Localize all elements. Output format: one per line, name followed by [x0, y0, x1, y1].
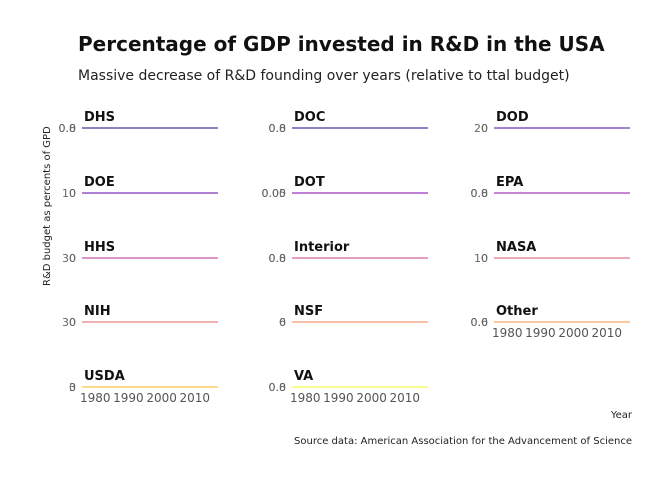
facet-label-dhs: DHS [84, 110, 115, 125]
x-tick-label-va-1990: 1990 [323, 391, 354, 405]
facet-label-nsf: NSF [294, 304, 323, 319]
y-tick-label-doe-1: 0 [69, 187, 76, 200]
y-tick-label-nsf-0: 6 [279, 316, 286, 329]
y-tick-label-interior-1: 0.0 [269, 252, 287, 265]
y-tick-label-interior-0: 0.8 [269, 252, 287, 265]
x-tick-label-usda-1990: 1990 [113, 391, 144, 405]
y-tick-label-doc-0: 0.8 [269, 122, 287, 135]
y-tick-label-usda-0: 3 [69, 381, 76, 394]
x-tick-label-other-2000: 2000 [558, 326, 589, 340]
chart-caption: Source data: American Association for th… [294, 436, 632, 447]
y-tick-label-dhs-1: 0.0 [59, 122, 77, 135]
x-tick-label-usda-1980: 1980 [80, 391, 111, 405]
x-tick-label-usda-2000: 2000 [146, 391, 177, 405]
x-tick-label-other-1980: 1980 [492, 326, 523, 340]
y-tick-label-dod-0: 20 [474, 122, 488, 135]
chart-subtitle: Massive decrease of R&D founding over ye… [78, 68, 570, 84]
x-axis-title: Year [610, 410, 633, 421]
y-axis-title: R&D budget as percents of GPD [42, 126, 53, 286]
y-tick-label-dot-0: 0.05 [262, 187, 287, 200]
y-tick-label-doc-1: 0.0 [269, 122, 287, 135]
y-tick-label-dod-1: 0 [481, 122, 488, 135]
y-tick-label-other-1: 0.0 [471, 316, 489, 329]
x-tick-label-other-1990: 1990 [525, 326, 556, 340]
x-tick-label-va-2000: 2000 [356, 391, 387, 405]
chart-title: Percentage of GDP invested in R&D in the… [78, 32, 605, 56]
facet-label-nih: NIH [84, 304, 111, 319]
y-tick-label-nasa-0: 10 [474, 252, 488, 265]
y-tick-label-doe-0: 10 [62, 187, 76, 200]
x-tick-label-other-2010: 2010 [592, 326, 623, 340]
y-tick-label-nih-0: 30 [62, 316, 76, 329]
facet-label-dot: DOT [294, 175, 325, 190]
x-tick-label-va-2010: 2010 [390, 391, 421, 405]
y-tick-label-epa-0: 0.8 [471, 187, 489, 200]
facet-label-interior: Interior [294, 240, 350, 255]
y-tick-label-dhs-0: 0.8 [59, 122, 77, 135]
facet-label-other: Other [496, 304, 538, 319]
facet-label-doe: DOE [84, 175, 115, 190]
facet-label-usda: USDA [84, 369, 125, 384]
facet-label-dod: DOD [496, 110, 529, 125]
y-tick-label-nih-1: 0 [69, 316, 76, 329]
x-tick-label-va-1980: 1980 [290, 391, 321, 405]
facet-panels: DHS0.80.0DOC0.80.0DOD200DOE100DOT0.050.0… [59, 110, 630, 405]
y-tick-label-nsf-1: 0 [279, 316, 286, 329]
y-tick-label-hhs-1: 0 [69, 252, 76, 265]
facet-label-nasa: NASA [496, 240, 536, 255]
facet-label-epa: EPA [496, 175, 523, 190]
y-tick-label-nasa-1: 0 [481, 252, 488, 265]
facet-label-doc: DOC [294, 110, 325, 125]
x-tick-label-usda-2010: 2010 [180, 391, 211, 405]
facet-label-hhs: HHS [84, 240, 115, 255]
y-tick-label-va-0: 0.8 [269, 381, 287, 394]
y-tick-label-epa-1: 0.0 [471, 187, 489, 200]
facet-label-va: VA [294, 369, 313, 384]
y-tick-label-usda-1: 0 [69, 381, 76, 394]
y-tick-label-hhs-0: 30 [62, 252, 76, 265]
y-tick-label-va-1: 0.0 [269, 381, 287, 394]
y-tick-label-dot-1: 0.00 [262, 187, 287, 200]
y-tick-label-other-0: 0.6 [471, 316, 489, 329]
